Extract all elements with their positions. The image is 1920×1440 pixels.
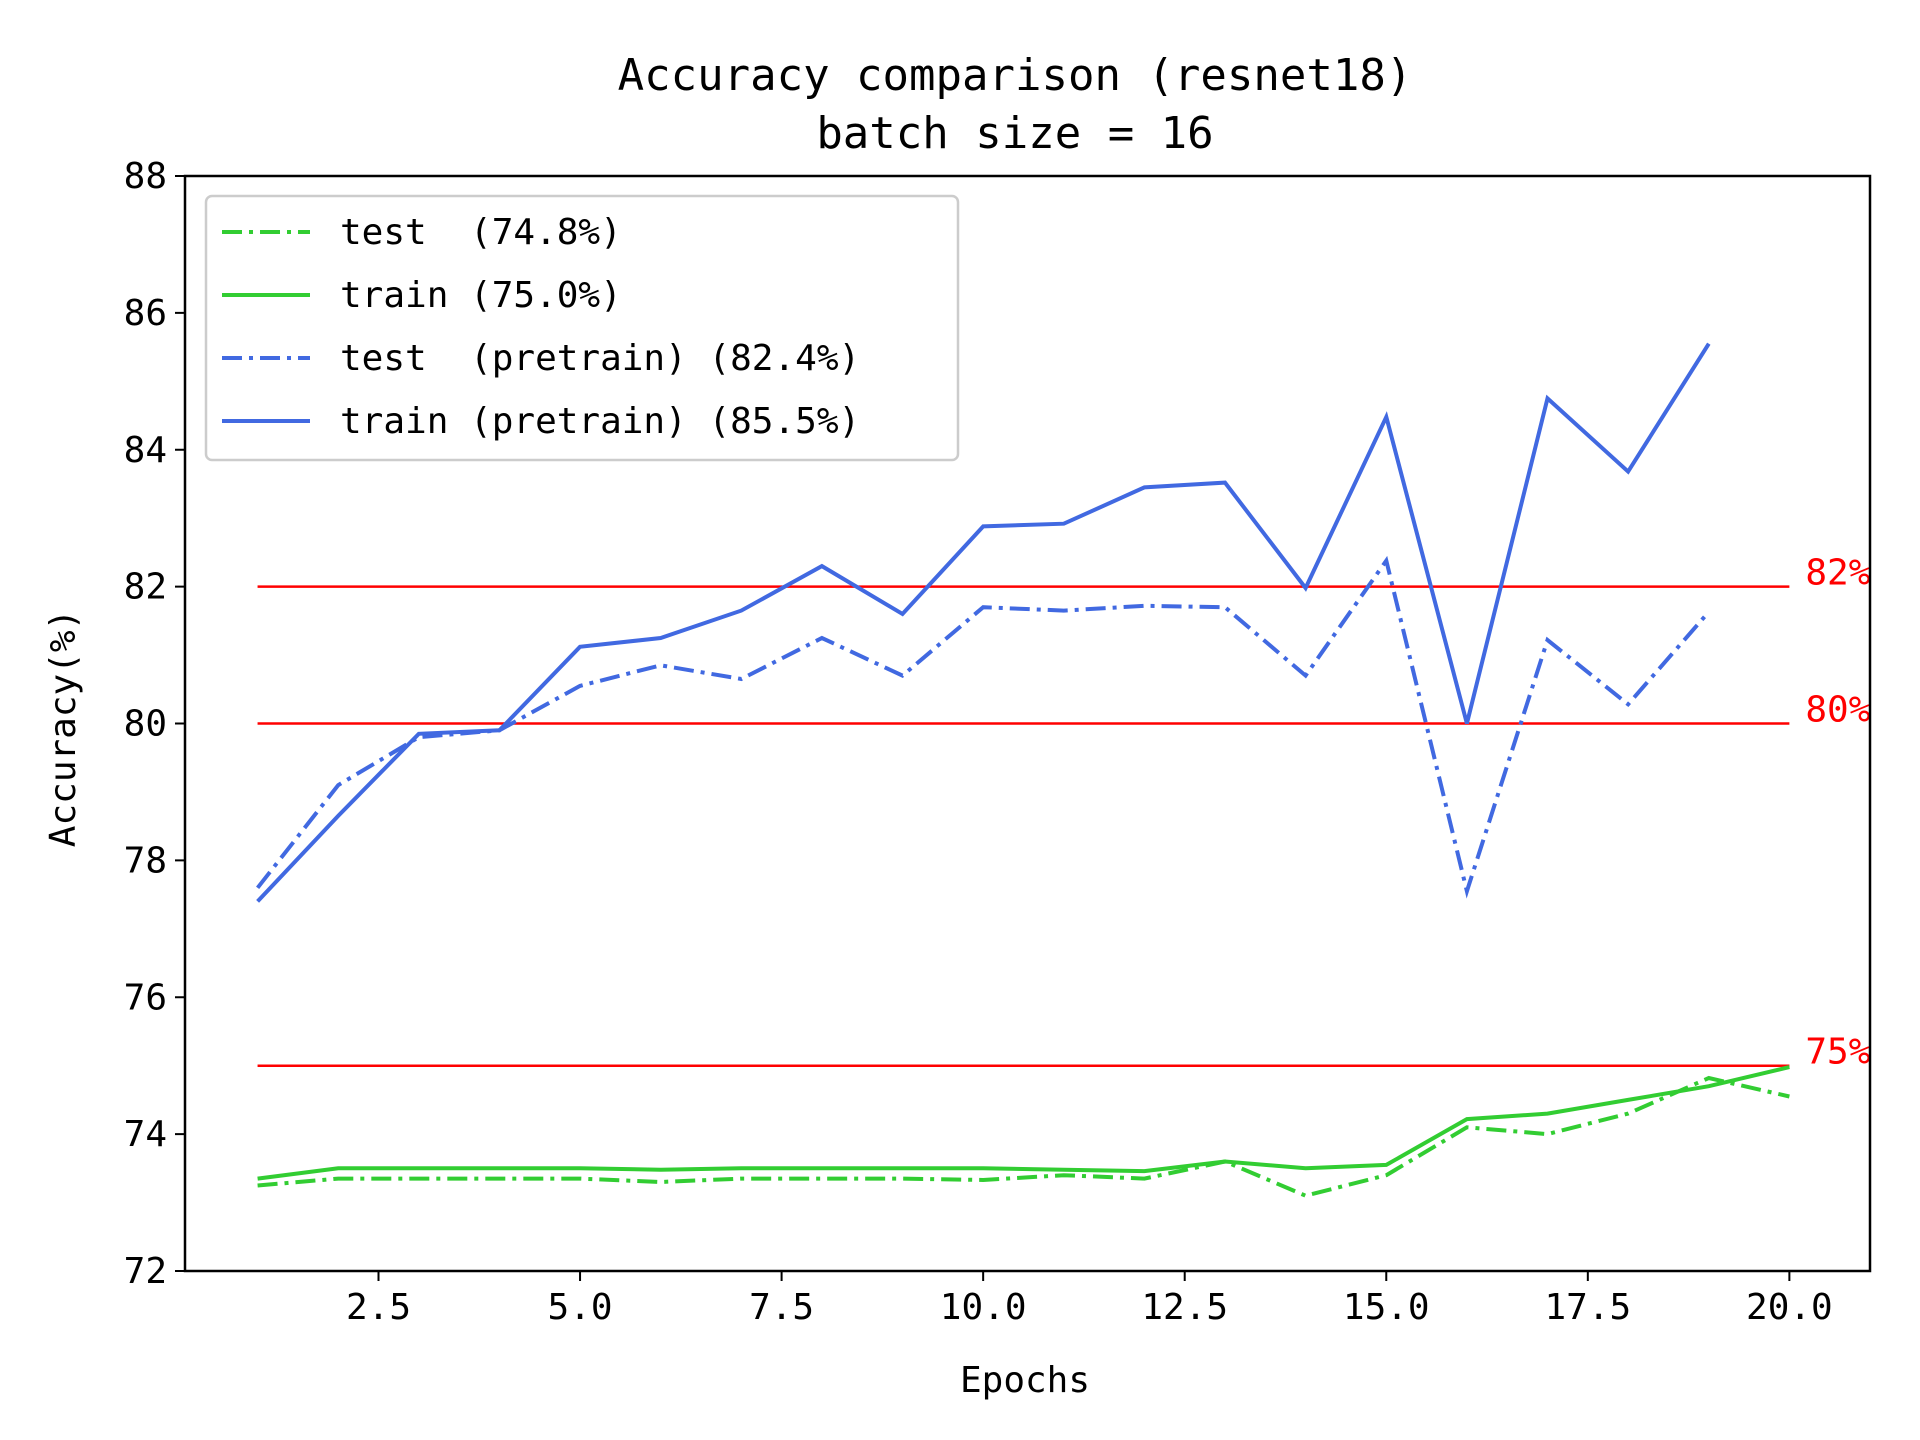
x-tick-label: 12.5	[1141, 1287, 1228, 1328]
y-tick-label: 78	[124, 840, 167, 881]
legend-label: train (75.0%)	[340, 275, 622, 316]
y-tick-label: 74	[124, 1114, 167, 1155]
series-lines	[256, 342, 1790, 1198]
y-axis-label: Accuracy(%)	[43, 609, 84, 847]
reference-line-label: 75%	[1805, 1032, 1870, 1073]
y-tick-label: 88	[124, 156, 167, 197]
x-axis-label: Epochs	[960, 1360, 1090, 1401]
chart-subtitle: batch size = 16	[816, 108, 1213, 159]
x-tick-label: 5.0	[548, 1287, 613, 1328]
legend: test (74.8%) train (75.0%) test (pretrain)…	[204, 194, 960, 462]
y-tick-label: 76	[124, 977, 167, 1018]
reference-line-label: 80%	[1805, 690, 1870, 731]
x-tick-label: 2.5	[346, 1287, 411, 1328]
x-tick-label: 17.5	[1544, 1287, 1631, 1328]
y-tick-label: 72	[124, 1251, 167, 1292]
reference-line-label: 82%	[1805, 553, 1870, 594]
legend-label: test (74.8%)	[340, 212, 622, 253]
y-tick-label: 86	[124, 293, 167, 334]
y-tick-label: 80	[124, 704, 167, 745]
x-axis: 2.5 5.0 7.5 10.0 12.5 15.0 17.5 20.0	[346, 1271, 1833, 1328]
series-line-0	[257, 1075, 1790, 1198]
x-tick-label: 20.0	[1746, 1287, 1833, 1328]
x-tick-label: 7.5	[749, 1287, 814, 1328]
chart-title: Accuracy comparison (resnet18)	[618, 50, 1413, 101]
legend-box	[204, 194, 960, 462]
x-tick-label: 10.0	[940, 1287, 1027, 1328]
series-line-1	[257, 1065, 1790, 1181]
y-axis: 72 74 76 78 80 82 84 86 88	[124, 156, 185, 1292]
y-tick-label: 82	[124, 567, 167, 608]
reference-lines: 82% 80% 75%	[257, 553, 1871, 1073]
series-line-2	[256, 555, 1711, 899]
legend-label: test (pretrain) (82.4%)	[340, 338, 860, 379]
x-tick-label: 15.0	[1343, 1287, 1430, 1328]
y-tick-label: 84	[124, 430, 167, 471]
legend-label: train (pretrain) (85.5%)	[340, 401, 860, 442]
